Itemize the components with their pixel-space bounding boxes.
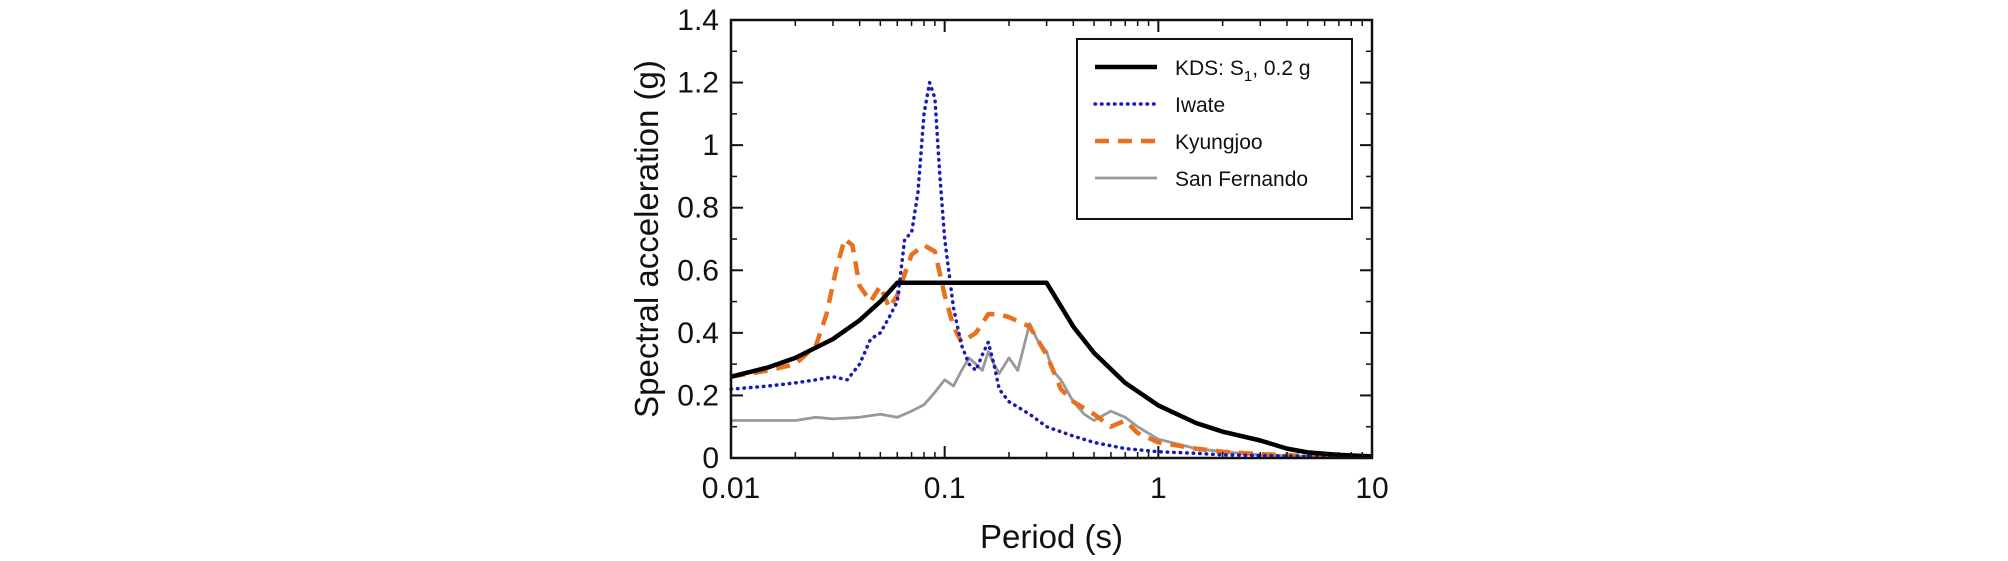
y-tick-label: 0.8: [677, 192, 719, 225]
legend-label-san-fernando: San Fernando: [1175, 168, 1308, 191]
y-tick-label: 0.6: [677, 254, 719, 287]
y-tick-label: 0.2: [677, 379, 719, 412]
y-tick-label: 0: [702, 442, 719, 475]
series-line-san-fernando: [731, 322, 1373, 459]
x-tick-label: 1: [1150, 472, 1167, 505]
legend-label-kyungjoo: Kyungjoo: [1175, 131, 1263, 154]
series-layer: [729, 80, 1374, 460]
series-line-kyungjoo: [730, 236, 1373, 460]
x-tick-label: 0.01: [702, 472, 760, 505]
x-tick-label: 10: [1355, 472, 1388, 505]
y-tick-label: 0.4: [677, 317, 719, 350]
y-tick-label: 1.2: [677, 67, 719, 100]
legend-label-iwate: Iwate: [1175, 94, 1225, 117]
y-axis-title: Spectral acceleration (g): [628, 60, 665, 418]
x-axis-title: Period (s): [980, 518, 1123, 555]
legend-label-kds: KDS: S1, 0.2 g: [1175, 57, 1311, 85]
series-line-iwate: [729, 80, 1374, 459]
ticks-layer: 0.01 0.1 1 10 0 0.2 0.4 0.6 0.8 1 1.2 1.4: [677, 4, 1388, 505]
y-tick-label: 1.4: [677, 4, 719, 37]
series-line-kds: [730, 280, 1373, 459]
y-tick-label: 1: [702, 129, 719, 162]
legend: KDS: S1, 0.2 g Iwate Kyungjoo San Fernando: [1076, 38, 1353, 220]
x-tick-label: 0.1: [924, 472, 966, 505]
